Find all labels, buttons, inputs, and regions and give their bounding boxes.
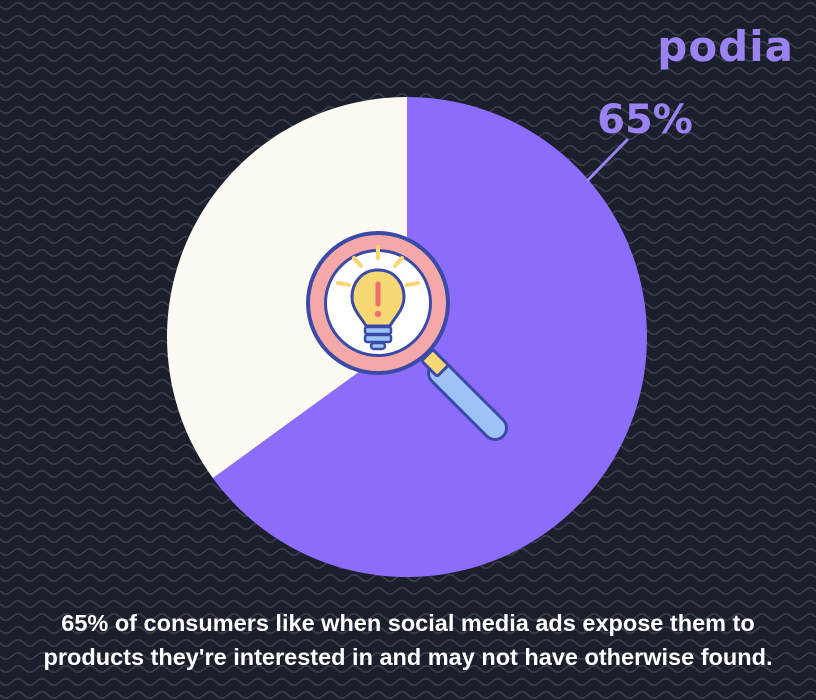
wave-line <box>0 600 816 608</box>
wave-line <box>0 2 816 10</box>
wave-line <box>0 574 816 582</box>
wave-line <box>0 54 816 62</box>
caption-line-1: 65% of consumers like when social media … <box>61 610 755 636</box>
wave-line <box>0 80 816 88</box>
wave-line <box>0 691 816 699</box>
caption-line-2: products they're interested in and may n… <box>43 644 773 670</box>
wave-line <box>0 639 816 647</box>
wave-line <box>0 678 816 686</box>
wave-line <box>0 652 816 660</box>
wave-line <box>0 626 816 634</box>
magnifier-lightbulb-icon <box>306 231 508 441</box>
wave-line <box>0 41 816 49</box>
wave-line <box>0 587 816 595</box>
label-leader-line <box>586 138 629 182</box>
podia-logo: podia <box>657 22 794 71</box>
slice-label-65: 65% <box>597 97 693 143</box>
wave-line <box>0 28 816 36</box>
wave-line <box>0 665 816 673</box>
wave-line <box>0 93 816 101</box>
wave-line <box>0 613 816 621</box>
chart-caption: 65% of consumers like when social media … <box>0 606 816 674</box>
wave-line <box>0 15 816 23</box>
pie-slice-35 <box>167 97 407 479</box>
wave-line <box>0 67 816 75</box>
